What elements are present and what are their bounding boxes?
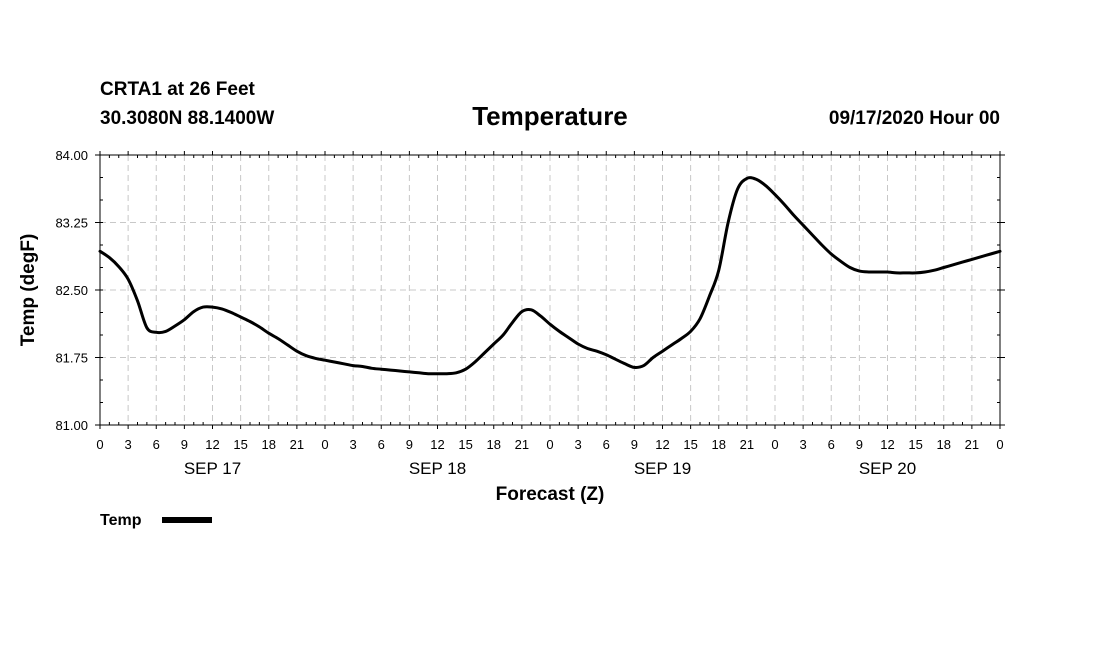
x-tick-label: 9 (181, 437, 188, 452)
day-label: SEP 19 (634, 459, 691, 478)
x-tick-label: 15 (233, 437, 247, 452)
x-tick-label: 12 (205, 437, 219, 452)
x-tick-label: 18 (262, 437, 276, 452)
x-tick-label: 0 (546, 437, 553, 452)
x-tick-label: 0 (771, 437, 778, 452)
x-tick-label: 3 (575, 437, 582, 452)
chart-title: Temperature (472, 101, 628, 131)
y-tick-labels: 81.00 81.75 82.50 83.25 84.00 (55, 148, 88, 433)
x-tick-label: 18 (937, 437, 951, 452)
x-tick-label: 21 (965, 437, 979, 452)
station-label: CRTA1 at 26 Feet (100, 79, 256, 100)
x-tick-label: 18 (712, 437, 726, 452)
y-tick-label: 81.00 (55, 418, 88, 433)
day-labels: SEP 17 SEP 18 SEP 19 SEP 20 (184, 459, 916, 478)
x-tick-label: 12 (430, 437, 444, 452)
x-tick-label: 3 (125, 437, 132, 452)
x-tick-label: 0 (321, 437, 328, 452)
x-tick-label: 12 (655, 437, 669, 452)
x-tick-label: 21 (740, 437, 754, 452)
y-axis-label: Temp (degF) (18, 234, 39, 347)
x-tick-label: 6 (378, 437, 385, 452)
location-label: 30.3080N 88.1400W (100, 108, 274, 129)
x-tick-label: 9 (856, 437, 863, 452)
grid-lines (100, 155, 1000, 425)
x-tick-label: 6 (828, 437, 835, 452)
y-tick-label: 84.00 (55, 148, 88, 163)
x-tick-label: 3 (800, 437, 807, 452)
x-tick-label: 21 (290, 437, 304, 452)
axis-ticks (95, 151, 1005, 429)
x-tick-labels: 0 3 6 9 12 15 18 21 0 3 6 9 12 15 18 21 0 3 6 9 12 15 18 21 0 3 6 9… (96, 437, 1003, 452)
temp-series-line (98, 176, 1002, 376)
y-tick-label: 81.75 (55, 351, 88, 366)
x-tick-label: 0 (996, 437, 1003, 452)
x-tick-label: 18 (487, 437, 501, 452)
x-tick-label: 15 (458, 437, 472, 452)
day-label: SEP 17 (184, 459, 241, 478)
day-label: SEP 18 (409, 459, 466, 478)
x-tick-label: 12 (880, 437, 894, 452)
x-tick-label: 6 (603, 437, 610, 452)
x-tick-label: 15 (908, 437, 922, 452)
day-label: SEP 20 (859, 459, 916, 478)
x-tick-label: 15 (683, 437, 697, 452)
x-axis-label: Forecast (Z) (496, 484, 605, 505)
x-tick-label: 0 (96, 437, 103, 452)
run-time-label: 09/17/2020 Hour 00 (829, 108, 1000, 129)
x-tick-label: 9 (406, 437, 413, 452)
x-tick-label: 9 (631, 437, 638, 452)
x-tick-label: 21 (515, 437, 529, 452)
x-tick-label: 3 (350, 437, 357, 452)
y-tick-label: 83.25 (55, 216, 88, 231)
x-tick-label: 6 (153, 437, 160, 452)
y-tick-label: 82.50 (55, 283, 88, 298)
legend-label: Temp (100, 512, 142, 529)
